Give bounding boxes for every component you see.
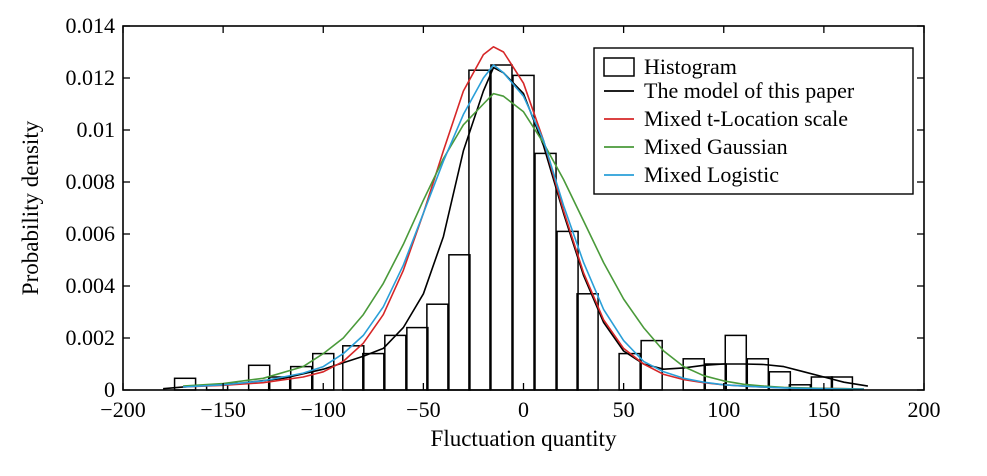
x-tick-label: 150: [807, 397, 840, 422]
y-tick-label: 0.004: [66, 273, 116, 298]
legend-label-series-4: Mixed Logistic: [644, 162, 779, 187]
y-tick-label: 0.008: [66, 169, 116, 194]
histogram-bar: [406, 326, 429, 391]
density-curves: [163, 45, 869, 390]
histogram-bar: [426, 303, 449, 391]
x-tick-label: 0: [518, 397, 529, 422]
y-tick-label: 0.006: [66, 221, 116, 246]
x-tick-label: 200: [908, 397, 941, 422]
histogram-bar: [468, 69, 491, 391]
histogram-bar: [534, 152, 557, 391]
series-line-1: [163, 66, 869, 390]
x-tick-label: 50: [613, 397, 635, 422]
legend-box: [593, 47, 914, 195]
histogram-bar: [576, 293, 599, 391]
series-line-4: [183, 64, 864, 390]
y-tick-label: 0.014: [66, 13, 116, 38]
y-axis-label: Probability density: [18, 120, 43, 295]
x-axis-label: Fluctuation quantity: [431, 426, 617, 451]
legend-label-series-3: Mixed Gaussian: [644, 134, 788, 159]
x-tick-label: −100: [301, 397, 346, 422]
y-tick-label: 0.002: [66, 325, 116, 350]
histogram-bar: [556, 230, 579, 391]
x-tick-label: 100: [707, 397, 740, 422]
histogram-bar: [362, 352, 385, 391]
x-tick-label: −50: [406, 397, 440, 422]
y-tick-label: 0: [104, 377, 115, 402]
x-tick-label: −200: [100, 397, 145, 422]
x-tick-label: −150: [200, 397, 245, 422]
legend-label-series-2: Mixed t-Location scale: [644, 106, 848, 131]
histogram-bar: [490, 64, 513, 391]
y-axis-ticks: 0 0.002 0.004 0.006 0.008 0.01 0.012 0.014: [66, 13, 924, 402]
y-tick-label: 0.01: [77, 117, 116, 142]
legend-swatch-histogram: [603, 57, 635, 77]
legend-label-histogram: Histogram: [644, 54, 737, 79]
y-tick-label: 0.012: [66, 65, 116, 90]
legend-label-series-1: The model of this paper: [644, 78, 855, 103]
x-axis-ticks: −200 −150 −100 −50 0 50 100 150 200: [100, 26, 941, 422]
histogram-bar: [448, 254, 471, 391]
